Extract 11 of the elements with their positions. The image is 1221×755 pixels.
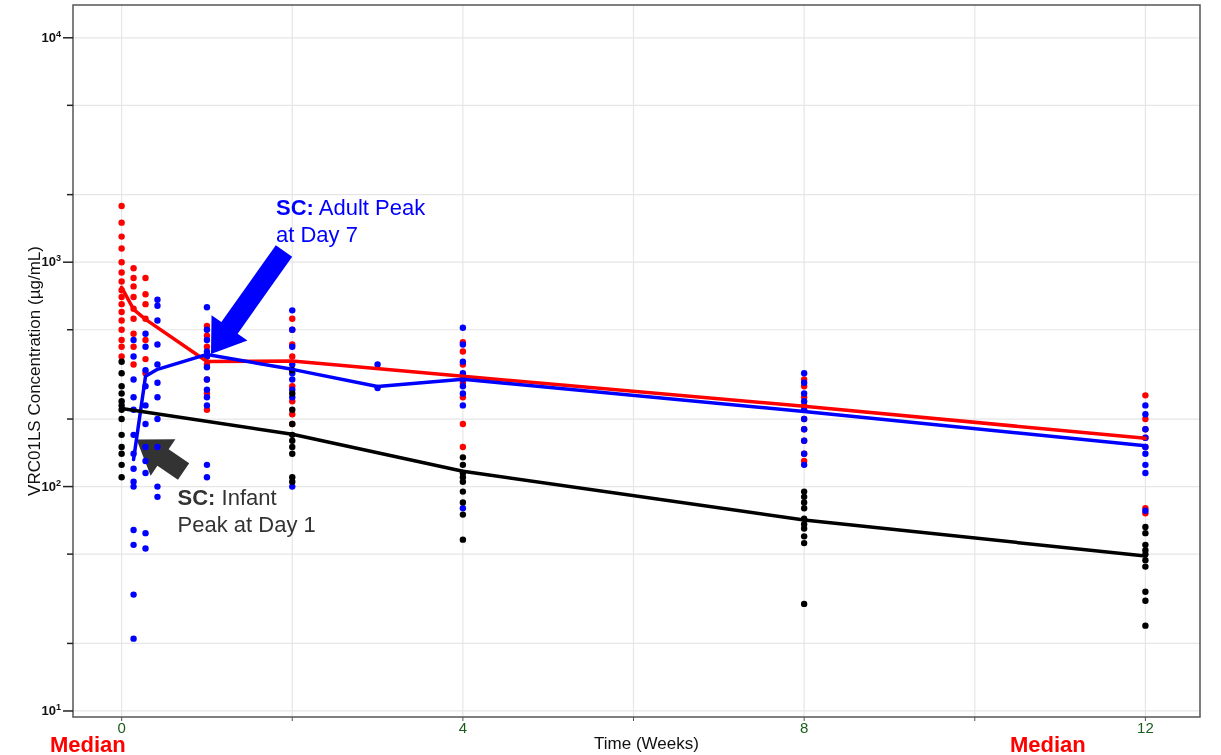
x-tick-label: 8: [799, 719, 809, 736]
y-tick-label: 10$^{4}$: [41, 28, 62, 45]
annotation: SC: Adult Peak at Day 7: [276, 195, 427, 247]
y-tick-label: 10$^{2}$: [41, 477, 61, 494]
x-tick-label: 4: [458, 719, 468, 736]
y-tick-label: 10$^{3}$: [41, 253, 61, 270]
text: Median: [1010, 732, 1086, 755]
x-tick-label: 12: [1137, 719, 1154, 736]
x-axis-title: Time (Weeks): [594, 734, 699, 753]
annotation: SC: Infant Peak at Day 1: [177, 484, 316, 537]
y-tick-label: 10$^{1}$: [41, 701, 61, 718]
